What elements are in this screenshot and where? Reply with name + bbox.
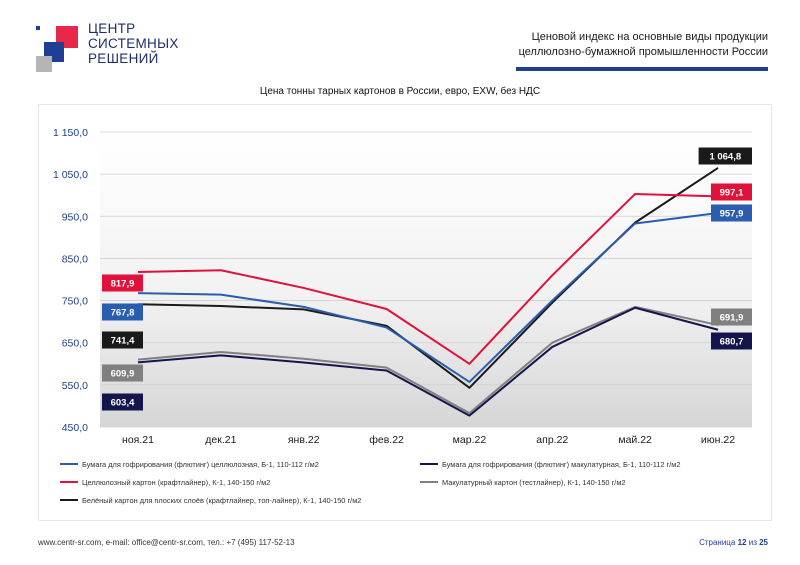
x-axis-ticks: ноя.21 дек.21 янв.22 фев.22 мар.22 апр.22 май.… — [122, 434, 735, 446]
logo-squares-icon — [36, 26, 78, 72]
data-labels: 817,9 767,8 741,4 609,9 603,4 1 064,8 997,1 957… — [102, 147, 752, 411]
y-tick-label: 750,0 — [62, 296, 88, 308]
chart-frame — [38, 104, 772, 521]
data-label: 957,9 — [720, 209, 744, 220]
x-tick-label: июн.22 — [701, 434, 735, 446]
y-tick-label: 450,0 — [62, 422, 88, 434]
y-tick-label: 650,0 — [62, 338, 88, 350]
chart-legend: Бумага для гофрирования (флютинг) целлюл… — [60, 460, 681, 505]
y-tick-label: 950,0 — [62, 211, 88, 223]
page-total: 25 — [759, 538, 768, 547]
data-label-box — [102, 331, 143, 349]
legend-label: Белёный картон для плоских слоёв (крафтл… — [82, 496, 361, 505]
data-label: 680,7 — [720, 337, 744, 348]
data-label: 767,8 — [111, 308, 135, 319]
y-tick-label: 550,0 — [62, 380, 88, 392]
series-line — [137, 306, 719, 417]
data-label: 609,9 — [111, 369, 135, 380]
x-tick-label: мар.22 — [453, 434, 487, 446]
data-label: 741,4 — [111, 336, 135, 347]
page-current: 12 — [737, 538, 747, 547]
series-line — [137, 211, 719, 383]
series-lines — [137, 167, 719, 417]
legend-label: Бумага для гофрирования (флютинг) целлюл… — [82, 460, 319, 469]
y-tick-label: 1 050,0 — [53, 169, 88, 181]
y-axis-ticks: 1 150,0 1 050,0 950,0 850,0 750,0 650,0 550,0 4… — [53, 127, 88, 434]
series-line — [137, 305, 719, 415]
data-label: 997,1 — [720, 188, 744, 199]
x-tick-label: апр.22 — [536, 434, 568, 446]
data-label-box — [102, 274, 143, 292]
logo-line-3: РЕШЕНИЙ — [88, 51, 159, 66]
y-tick-label: 850,0 — [62, 253, 88, 265]
data-label-box — [711, 332, 752, 350]
logo-square-gray — [36, 56, 52, 72]
x-tick-label: фев.22 — [369, 434, 404, 446]
page-prefix: Страница — [699, 538, 736, 547]
y-tick-label: 1 150,0 — [53, 127, 88, 139]
grid-lines — [100, 131, 752, 428]
logo-line-2: СИСТЕМНЫХ — [88, 36, 179, 51]
data-label: 817,9 — [111, 279, 135, 290]
logo-dot — [36, 26, 40, 30]
page-separator: из — [748, 538, 757, 547]
x-tick-label: дек.21 — [205, 434, 236, 446]
data-label-box — [711, 204, 752, 222]
footer-page-number: Страница 12 из 25 — [699, 538, 768, 547]
data-label-box — [102, 364, 143, 382]
data-label-box — [711, 308, 752, 326]
series-line — [137, 192, 719, 365]
company-logo: ЦЕНТР СИСТЕМНЫХ РЕШЕНИЙ — [36, 20, 179, 76]
chart-title: Цена тонны тарных картонов в России, евр… — [259, 86, 541, 97]
data-label: 603,4 — [111, 398, 135, 409]
logo-text: ЦЕНТР СИСТЕМНЫХ РЕШЕНИЙ — [88, 21, 179, 66]
document-title: Ценовой индекс на основные виды продукци… — [468, 30, 768, 60]
document-title-line-1: Ценовой индекс на основные виды продукци… — [531, 31, 768, 43]
data-label-box — [102, 303, 143, 321]
x-tick-label: май.22 — [618, 434, 652, 446]
logo-line-1: ЦЕНТР — [88, 21, 136, 36]
data-label-box — [102, 393, 143, 411]
data-label: 691,9 — [720, 313, 744, 324]
legend-label: Целлюлозный картон (крафтлайнер), К-1, 1… — [82, 478, 270, 487]
x-tick-label: янв.22 — [288, 434, 320, 446]
legend-label: Макулатурный картон (тестлайнер), К-1, 1… — [442, 478, 626, 487]
legend-label: Бумага для гофрирования (флютинг) макула… — [442, 460, 681, 469]
data-label-box — [711, 183, 752, 201]
footer-contacts: www.centr-sr.com, e-mail: office@centr-s… — [38, 538, 295, 547]
x-tick-label: ноя.21 — [122, 434, 154, 446]
title-accent-bar — [516, 67, 768, 71]
plot-area-background — [100, 132, 752, 427]
document-title-line-2: целлюлозно-бумажной промышленности Росси… — [518, 46, 768, 58]
data-label-box — [698, 147, 752, 165]
data-label: 1 064,8 — [709, 152, 741, 163]
